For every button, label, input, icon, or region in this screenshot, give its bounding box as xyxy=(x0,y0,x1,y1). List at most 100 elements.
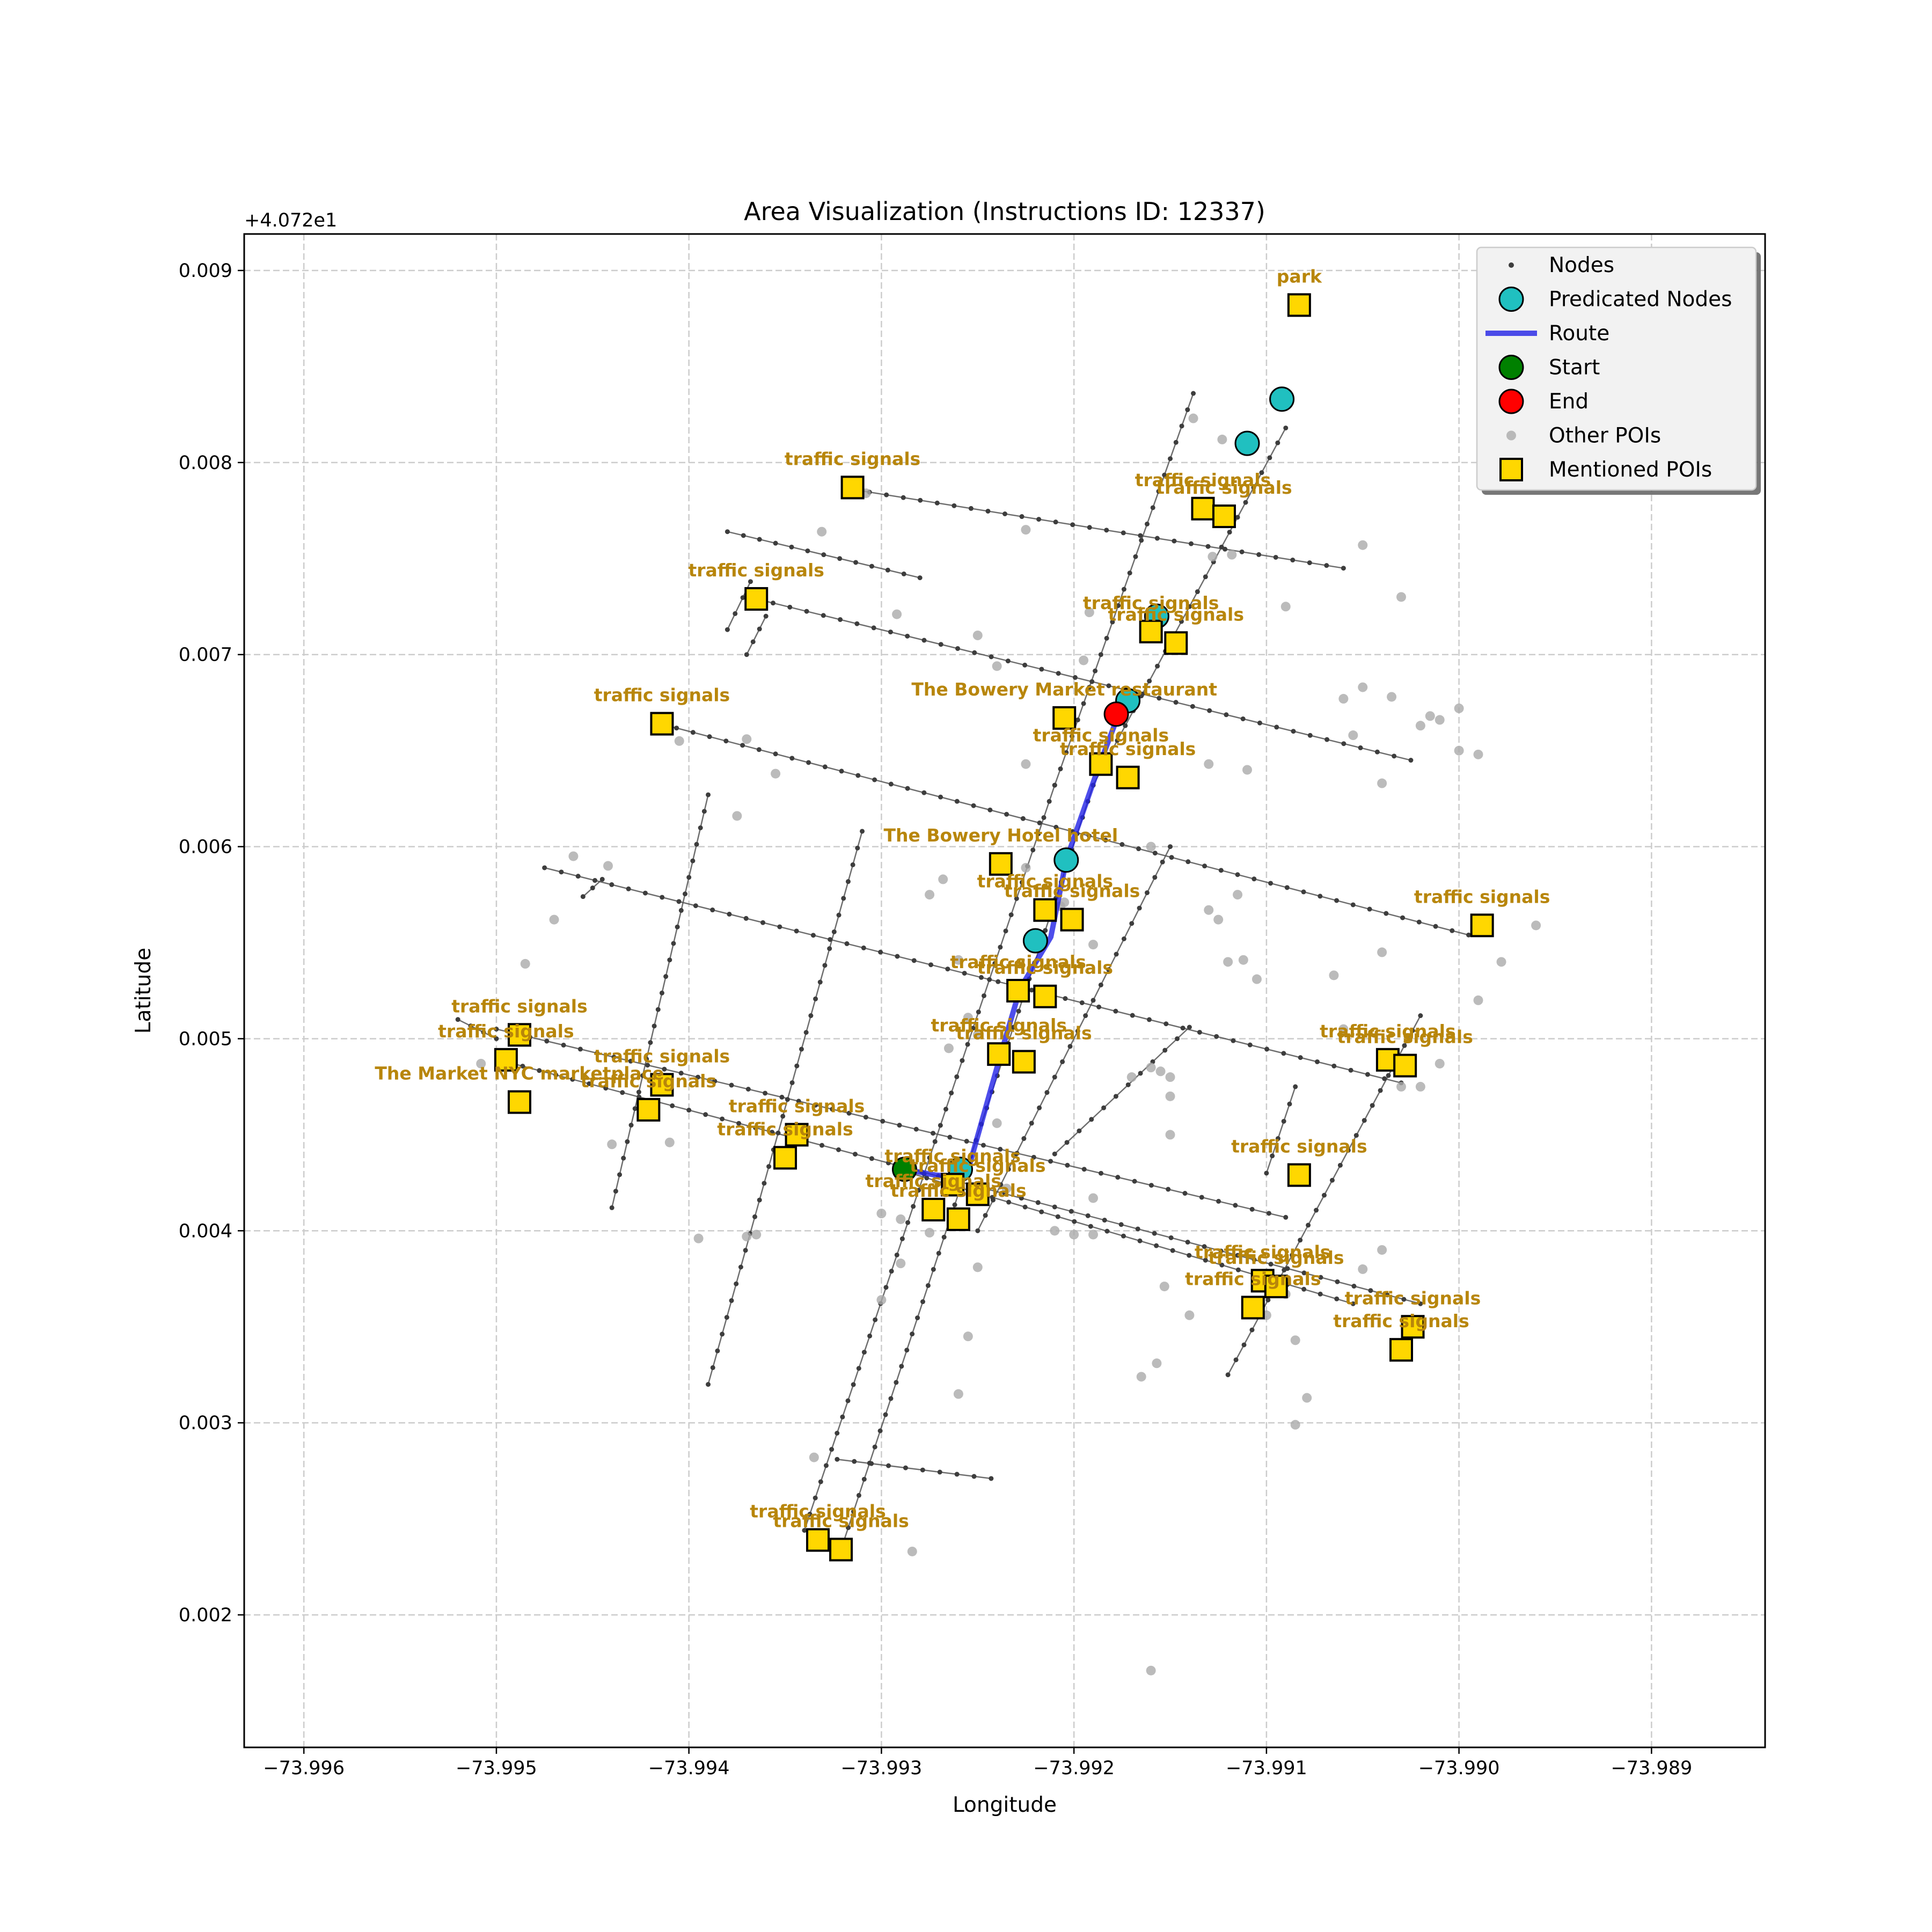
mentioned-poi-marker xyxy=(989,852,1013,876)
other-poi xyxy=(520,958,530,969)
street-node xyxy=(1021,1136,1027,1141)
street-node xyxy=(1072,675,1078,680)
street-node xyxy=(1086,833,1092,838)
mentioned-poi-marker xyxy=(1006,979,1030,1002)
x-tick-label: −73.993 xyxy=(841,1758,923,1779)
street-node xyxy=(1063,996,1068,1001)
street-node xyxy=(1156,489,1161,494)
street-node xyxy=(1104,1228,1110,1234)
mentioned-poi-marker xyxy=(1033,984,1057,1008)
street-node xyxy=(931,1131,936,1136)
street-node xyxy=(1301,1270,1307,1276)
predicated-node xyxy=(1022,928,1048,954)
street-segment xyxy=(837,1458,992,1480)
street-node xyxy=(1119,842,1125,847)
street-node xyxy=(1318,1291,1323,1297)
other-poi xyxy=(1425,711,1435,721)
street-node xyxy=(819,1143,825,1148)
street-node xyxy=(920,1467,925,1473)
street-node xyxy=(851,1382,856,1387)
street-node xyxy=(1202,1244,1207,1249)
legend-node-symbol xyxy=(1509,262,1514,268)
street-node xyxy=(587,1081,592,1086)
mentioned-poi-label: traffic signals xyxy=(773,1510,909,1531)
street-node xyxy=(1418,1301,1423,1306)
street-node xyxy=(1125,1082,1131,1087)
mentioned-poi-marker xyxy=(1060,908,1084,932)
street-node xyxy=(869,1156,874,1161)
mentioned-poi-label: traffic signals xyxy=(977,957,1113,978)
street-node xyxy=(494,1027,499,1032)
street-node xyxy=(1219,544,1224,550)
street-node xyxy=(803,1030,809,1035)
street-node xyxy=(770,1130,775,1135)
street-node xyxy=(818,1479,823,1484)
mentioned-poi-label: traffic signals xyxy=(866,1170,1001,1191)
other-poi xyxy=(607,1139,617,1150)
street-node xyxy=(1014,1151,1019,1157)
street-node xyxy=(952,1202,957,1208)
street-node xyxy=(1243,500,1248,505)
other-poi xyxy=(1001,1183,1012,1194)
street-node xyxy=(1152,875,1158,880)
street-node xyxy=(734,1281,739,1286)
other-poi xyxy=(1396,1081,1406,1092)
street-node xyxy=(1249,1327,1255,1333)
street-node xyxy=(1006,1167,1011,1172)
street-node xyxy=(987,807,993,813)
street-node xyxy=(878,949,883,955)
x-tick-label: −73.996 xyxy=(263,1758,345,1779)
street-node xyxy=(757,626,762,632)
street-node xyxy=(720,1331,725,1337)
mentioned-poi-label: traffic signals xyxy=(1185,1268,1321,1289)
street-node xyxy=(846,1110,852,1116)
street-node xyxy=(1335,1279,1340,1284)
street-node xyxy=(626,886,631,891)
street-node xyxy=(901,571,906,576)
other-poi xyxy=(1454,703,1464,713)
street-node xyxy=(1052,1074,1057,1080)
street-node xyxy=(1081,1167,1087,1172)
mentioned-poi-label: traffic signals xyxy=(950,952,1086,972)
street-node xyxy=(853,560,859,565)
street-node xyxy=(561,1042,566,1048)
street-node xyxy=(1257,720,1262,726)
other-poi xyxy=(1059,897,1070,908)
mentioned-poi-marker xyxy=(806,1528,830,1552)
street-node xyxy=(905,633,910,639)
street-node xyxy=(937,1469,942,1475)
street-node xyxy=(715,1348,720,1353)
street-node xyxy=(886,1463,891,1468)
other-poi xyxy=(1208,552,1218,562)
street-node xyxy=(1378,1088,1383,1093)
street-node xyxy=(1070,522,1075,528)
street-node xyxy=(1202,863,1208,869)
street-node xyxy=(1273,554,1278,560)
mentioned-poi-marker xyxy=(1241,1296,1265,1320)
street-node xyxy=(981,993,986,998)
street-node xyxy=(763,613,769,619)
x-tick-label: −73.991 xyxy=(1226,1758,1307,1779)
other-poi xyxy=(1204,905,1214,915)
street-node xyxy=(1341,741,1346,747)
mentioned-poi-label: traffic signals xyxy=(1135,470,1271,491)
street-node xyxy=(1152,851,1158,856)
street-node xyxy=(1016,1008,1021,1014)
street-node xyxy=(885,567,890,573)
street-node xyxy=(975,1228,980,1233)
street-node xyxy=(916,1188,921,1193)
street-node xyxy=(964,1139,969,1144)
street-node xyxy=(710,908,715,913)
street-node xyxy=(1334,1296,1340,1301)
street-node xyxy=(707,734,712,740)
street-segment xyxy=(852,488,1344,569)
other-poi xyxy=(549,914,559,925)
street-node xyxy=(989,654,994,660)
street-node xyxy=(628,1058,633,1064)
street-node xyxy=(736,1121,742,1126)
street-node xyxy=(1370,1103,1375,1108)
street-node xyxy=(1314,1208,1319,1213)
street-node xyxy=(1138,533,1143,538)
street-node xyxy=(1240,716,1246,721)
